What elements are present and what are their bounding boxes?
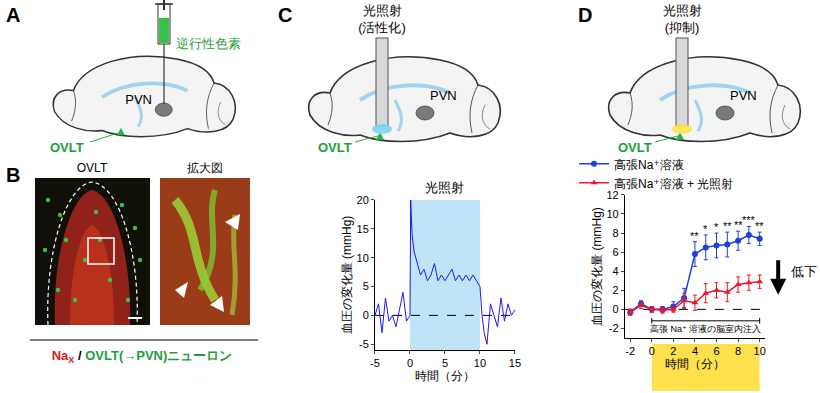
svg-text:10: 10: [357, 252, 369, 264]
svg-text:6: 6: [613, 246, 619, 258]
svg-text:6: 6: [713, 345, 719, 357]
svg-text:0: 0: [363, 309, 369, 321]
svg-text:**: **: [690, 230, 699, 242]
svg-text:**: **: [755, 220, 764, 232]
svg-text:血圧の変化量 (mmHg): 血圧の変化量 (mmHg): [590, 207, 604, 326]
svg-text:時間（分）: 時間（分）: [665, 357, 725, 371]
svg-text:*: *: [703, 223, 708, 235]
svg-text:15: 15: [509, 357, 521, 369]
svg-text:光照射: 光照射: [363, 3, 402, 18]
svg-text:OVLT: OVLT: [50, 140, 84, 155]
svg-text:OVLT: OVLT: [318, 140, 352, 155]
svg-text:時間（分）: 時間（分）: [415, 369, 475, 383]
svg-text:D: D: [578, 4, 592, 26]
svg-text:12: 12: [606, 189, 618, 201]
svg-text:NaX / OVLT(→PVN)ニューロン: NaX / OVLT(→PVN)ニューロン: [52, 348, 233, 365]
svg-text:8: 8: [613, 227, 619, 239]
svg-text:0: 0: [649, 345, 655, 357]
svg-text:***: ***: [742, 214, 756, 226]
svg-text:OVLT: OVLT: [618, 140, 652, 155]
svg-text:**: **: [723, 220, 732, 232]
svg-text:高張Na⁺溶液: 高張Na⁺溶液: [614, 158, 684, 172]
svg-text:20: 20: [357, 194, 369, 206]
svg-text:低下: 低下: [791, 264, 817, 279]
svg-text:血圧の変化量 (mmHg): 血圧の変化量 (mmHg): [340, 216, 354, 335]
svg-text:-2: -2: [609, 322, 619, 334]
svg-text:10: 10: [474, 357, 486, 369]
svg-text:-5: -5: [359, 338, 369, 350]
svg-text:8: 8: [735, 345, 741, 357]
svg-text:PVN: PVN: [125, 92, 152, 107]
svg-text:OVLT: OVLT: [77, 161, 108, 175]
svg-text:10: 10: [606, 208, 618, 220]
svg-text:10: 10: [754, 345, 766, 357]
svg-text:0: 0: [613, 303, 619, 315]
svg-text:PVN: PVN: [730, 88, 757, 103]
svg-text:A: A: [6, 4, 20, 26]
svg-text:拡大図: 拡大図: [187, 161, 223, 175]
svg-text:高張Na⁺溶液 + 光照射: 高張Na⁺溶液 + 光照射: [614, 177, 733, 191]
svg-text:逆行性色素: 逆行性色素: [176, 36, 241, 51]
svg-text:4: 4: [692, 345, 698, 357]
svg-text:*: *: [714, 221, 719, 233]
svg-text:C: C: [278, 4, 292, 26]
svg-text:-2: -2: [625, 345, 635, 357]
svg-text:4: 4: [613, 265, 619, 277]
svg-text:高張 Na⁺ 溶液の脳室内注入: 高張 Na⁺ 溶液の脳室内注入: [650, 324, 761, 334]
svg-text:光照射: 光照射: [663, 3, 702, 18]
svg-text:2: 2: [670, 345, 676, 357]
svg-text:(抑制): (抑制): [665, 20, 700, 35]
svg-text:15: 15: [357, 223, 369, 235]
svg-text:2: 2: [613, 284, 619, 296]
svg-text:PVN: PVN: [430, 88, 457, 103]
svg-text:(活性化): (活性化): [358, 20, 406, 35]
svg-text:光照射: 光照射: [425, 180, 464, 195]
svg-text:-5: -5: [370, 357, 380, 369]
svg-text:5: 5: [363, 280, 369, 292]
svg-text:B: B: [6, 164, 20, 186]
svg-text:**: **: [734, 219, 743, 231]
svg-text:0: 0: [407, 357, 413, 369]
svg-text:5: 5: [442, 357, 448, 369]
